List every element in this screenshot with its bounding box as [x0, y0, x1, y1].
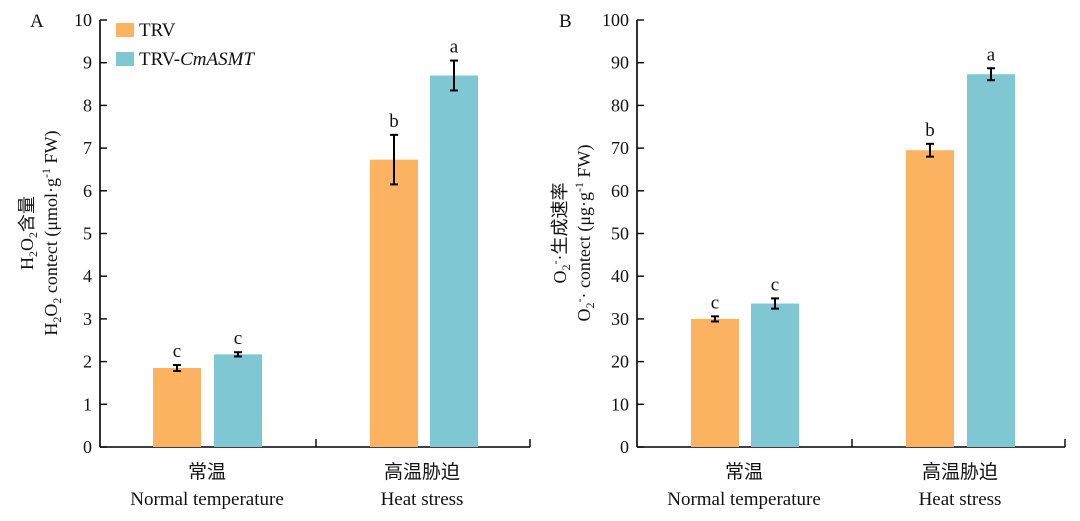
panel-b-bars: c b c a: [691, 44, 1015, 448]
panel-b-y-tick-label: 70: [611, 138, 629, 158]
panel-b-bar-trv-0: [691, 318, 739, 447]
panel-b-significance-label: b: [925, 120, 935, 141]
panel-b-ylabel-cn: O2-·生成速率: [548, 183, 573, 284]
panel-a-y-tick-label: 1: [83, 394, 92, 414]
panel-b-y-tick-label: 0: [620, 437, 629, 457]
panel-a: A 0 1 2 3 4 5 6 7 8 9 10 c b c a 常温 Normal temperature…: [17, 10, 531, 510]
panel-a-category-cn: 高温胁迫: [384, 461, 460, 483]
panel-a-bar-trv-0: [153, 368, 201, 447]
panel-a-bar-trv-cmasmt-1: [430, 75, 478, 447]
panel-b-ylabel-en: O2-· contect (μg·g-1 FW): [572, 144, 597, 321]
panel-a-ylabel-cn: H2O2含量: [17, 196, 40, 270]
panel-a-bar-trv-cmasmt-0: [214, 354, 262, 447]
panel-a-y-tick-label: 7: [83, 138, 92, 158]
panel-b-significance-label: c: [771, 274, 779, 295]
panel-a-label: A: [30, 11, 44, 32]
panel-a-category-en: Normal temperature: [130, 489, 284, 510]
panel-b-y-tick-label: 90: [611, 53, 629, 73]
panel-b-y-tick-label: 10: [611, 394, 629, 414]
panel-a-significance-label: a: [450, 37, 459, 58]
panel-b-y-tick-label: 20: [611, 352, 629, 372]
panel-a-bars: c b c a: [153, 37, 478, 447]
panel-a-y-tick-label: 2: [83, 352, 92, 372]
panel-b: B 0 10 20 30 40 50 60 70 80 90 100 c b c a 常温 Normal t…: [548, 10, 1066, 510]
panel-a-y-tick-label: 0: [83, 437, 92, 457]
panel-b-category-cn: 高温胁迫: [922, 461, 998, 483]
panel-a-bar-trv-1: [370, 159, 418, 447]
legend-swatch-trv: [116, 23, 134, 37]
legend: TRV TRV-CmASMT: [116, 20, 255, 70]
panel-a-category-en: Heat stress: [381, 489, 464, 510]
panel-b-y-tick-label: 50: [611, 224, 629, 244]
panel-b-significance-label: c: [711, 292, 719, 313]
panel-b-bar-trv-1: [906, 150, 954, 448]
panel-a-y-tick-label: 9: [83, 53, 92, 73]
panel-b-category-en: Normal temperature: [667, 489, 821, 510]
panel-b-y-ticks: 0 10 20 30 40 50 60 70 80 90 100: [602, 10, 644, 457]
panel-a-y-tick-label: 5: [83, 224, 92, 244]
panel-b-y-tick-label: 80: [611, 95, 629, 115]
panel-a-y-tick-label: 4: [83, 266, 92, 286]
panel-b-categories: 常温 Normal temperature 高温胁迫 Heat stress: [667, 461, 1001, 510]
panel-b-bar-trv-cmasmt-0: [751, 303, 799, 447]
panel-b-category-cn: 常温: [725, 461, 763, 483]
legend-label-trv: TRV: [139, 20, 176, 41]
panel-a-y-tick-label: 8: [83, 95, 92, 115]
panel-a-y-tick-label: 6: [83, 181, 92, 201]
legend-swatch-trv-cmasmt: [116, 52, 134, 66]
panel-b-bar-trv-cmasmt-1: [967, 74, 1015, 447]
panel-b-category-en: Heat stress: [919, 489, 1002, 510]
panel-a-category-cn: 常温: [188, 461, 226, 483]
panel-a-significance-label: c: [234, 328, 242, 349]
panel-a-significance-label: c: [173, 341, 181, 362]
panel-a-y-ticks: 0 1 2 3 4 5 6 7 8 9 10: [74, 10, 107, 457]
panel-a-significance-label: b: [389, 111, 399, 132]
legend-label-trv-cmasmt: TRV-CmASMT: [139, 49, 255, 70]
panel-a-ylabel-en: H2O2 contect (μmol·g-1 FW): [39, 130, 64, 335]
panel-a-y-tick-label: 3: [83, 309, 92, 329]
panel-a-y-tick-label: 10: [74, 10, 92, 30]
panel-b-y-tick-label: 60: [611, 181, 629, 201]
panel-a-categories: 常温 Normal temperature 高温胁迫 Heat stress: [130, 461, 463, 510]
panel-b-significance-label: a: [987, 44, 996, 65]
panel-b-label: B: [559, 11, 572, 32]
panel-b-y-tick-label: 30: [611, 309, 629, 329]
panel-b-y-tick-label: 100: [602, 10, 629, 30]
panel-b-y-tick-label: 40: [611, 266, 629, 286]
